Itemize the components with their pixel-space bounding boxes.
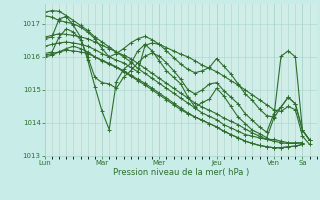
X-axis label: Pression niveau de la mer( hPa ): Pression niveau de la mer( hPa )	[113, 168, 249, 177]
